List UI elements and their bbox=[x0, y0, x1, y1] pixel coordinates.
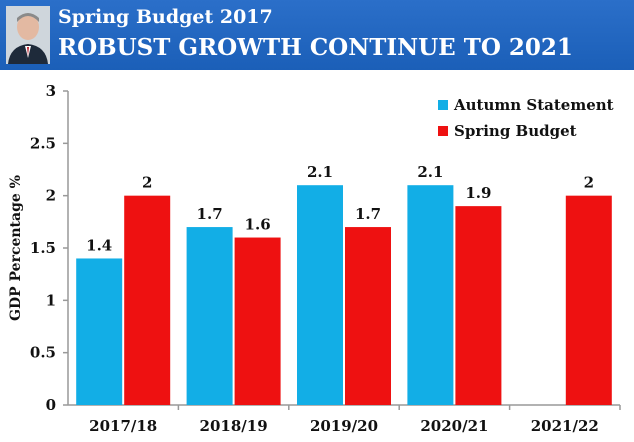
y-axis-title: GDP Percentage % bbox=[8, 175, 24, 321]
header-banner: Spring Budget 2017 ROBUST GROWTH CONTINU… bbox=[0, 0, 634, 70]
header-title: ROBUST GROWTH CONTINUE TO 2021 bbox=[58, 34, 573, 61]
speaker-photo bbox=[6, 6, 50, 64]
bar-chart: 0 0.5 1 1.5 2 2.5 3 GDP Percentage % 2017/18 1.4 2… bbox=[8, 82, 621, 435]
y-tick-label: 0.5 bbox=[30, 344, 56, 362]
bar-spring-budget bbox=[234, 237, 281, 405]
bar-value-label: 1.9 bbox=[465, 184, 491, 202]
x-tick-label: 2019/20 bbox=[310, 417, 378, 435]
legend-swatch bbox=[438, 126, 448, 136]
y-tick-label: 1 bbox=[46, 291, 56, 309]
bar-spring-budget bbox=[124, 195, 171, 405]
bar-autumn-statement bbox=[76, 258, 123, 405]
x-tick-label: 2017/18 bbox=[89, 417, 157, 435]
legend-label: Spring Budget bbox=[454, 122, 577, 140]
bar-value-label: 2.1 bbox=[417, 163, 443, 181]
bar-value-label: 1.7 bbox=[355, 205, 381, 223]
legend-swatch bbox=[438, 100, 448, 110]
x-tick-label: 2021/22 bbox=[531, 417, 599, 435]
y-tick-label: 0 bbox=[46, 396, 56, 414]
bar-value-label: 2 bbox=[142, 174, 152, 192]
bar-autumn-statement bbox=[407, 185, 454, 405]
y-tick-label: 2 bbox=[46, 187, 56, 205]
bar-autumn-statement bbox=[186, 227, 233, 405]
bar-spring-budget bbox=[345, 227, 391, 405]
bar-value-label: 1.7 bbox=[197, 205, 223, 223]
x-tick-label: 2018/19 bbox=[200, 417, 268, 435]
header-subtitle: Spring Budget 2017 bbox=[58, 6, 273, 28]
legend-label: Autumn Statement bbox=[453, 96, 614, 114]
bar-spring-budget bbox=[565, 195, 612, 405]
bar-value-label: 1.6 bbox=[245, 216, 271, 234]
y-tick-label: 2.5 bbox=[30, 134, 56, 152]
y-tick-label: 1.5 bbox=[30, 239, 56, 257]
x-tick-label: 2020/21 bbox=[420, 417, 488, 435]
y-tick-label: 3 bbox=[46, 82, 56, 100]
bar-value-label: 2.1 bbox=[307, 163, 333, 181]
bar-value-label: 1.4 bbox=[86, 236, 112, 254]
bar-autumn-statement bbox=[297, 185, 343, 405]
bar-spring-budget bbox=[455, 206, 502, 405]
bar-value-label: 2 bbox=[584, 174, 594, 192]
